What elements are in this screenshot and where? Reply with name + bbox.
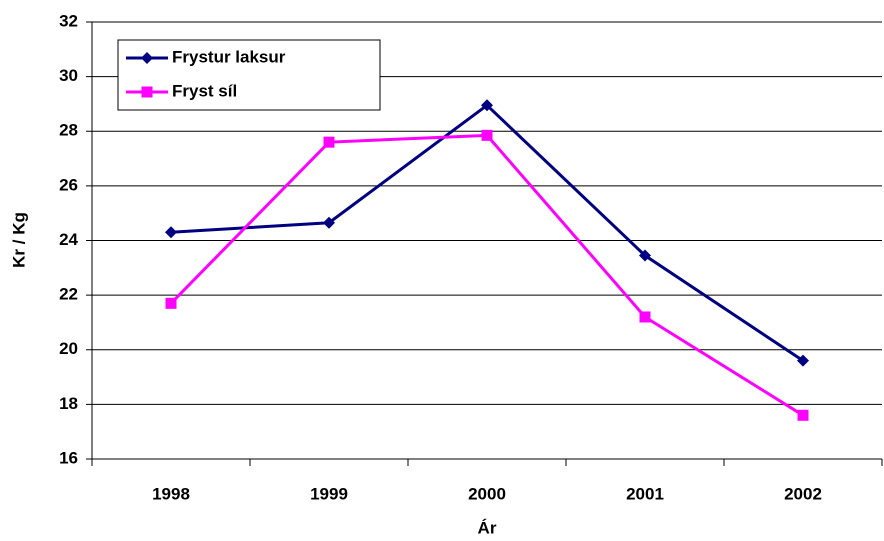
y-tick-label: 22 bbox=[59, 285, 78, 304]
marker-square bbox=[141, 86, 153, 98]
x-tick-label: 2001 bbox=[626, 484, 664, 503]
y-tick-label: 30 bbox=[59, 66, 78, 85]
series-line bbox=[169, 133, 804, 417]
marker-diamond bbox=[481, 99, 493, 112]
marker-diamond bbox=[639, 249, 651, 262]
marker-square bbox=[165, 297, 177, 309]
marker-diamond bbox=[141, 52, 153, 64]
x-tick-label: 1998 bbox=[152, 484, 190, 503]
marker-diamond bbox=[797, 354, 809, 367]
marker-diamond bbox=[165, 226, 177, 239]
x-tick-label: 2002 bbox=[784, 484, 822, 503]
y-tick-label: 24 bbox=[59, 230, 78, 249]
y-tick-label: 18 bbox=[59, 394, 78, 413]
y-tick-label: 26 bbox=[59, 175, 78, 194]
legend-box bbox=[117, 39, 381, 111]
y-tick-label: 20 bbox=[59, 339, 78, 358]
marker-square bbox=[481, 129, 493, 141]
legend-label: Fryst síl bbox=[172, 81, 237, 100]
marker-square bbox=[639, 311, 651, 323]
y-tick-label: 32 bbox=[59, 11, 78, 30]
series-line bbox=[170, 103, 804, 362]
y-tick-label: 16 bbox=[59, 448, 78, 467]
marker-square bbox=[797, 409, 809, 421]
x-tick-label: 1999 bbox=[310, 484, 348, 503]
x-tick-label: 2000 bbox=[468, 484, 506, 503]
x-axis-label: Ár bbox=[478, 518, 497, 537]
marker-diamond bbox=[323, 216, 335, 229]
legend-label: Frystur laksur bbox=[172, 47, 286, 66]
marker-square bbox=[323, 136, 335, 148]
y-tick-label: 28 bbox=[59, 121, 78, 140]
y-axis-label: Kr / Kg bbox=[9, 212, 28, 268]
